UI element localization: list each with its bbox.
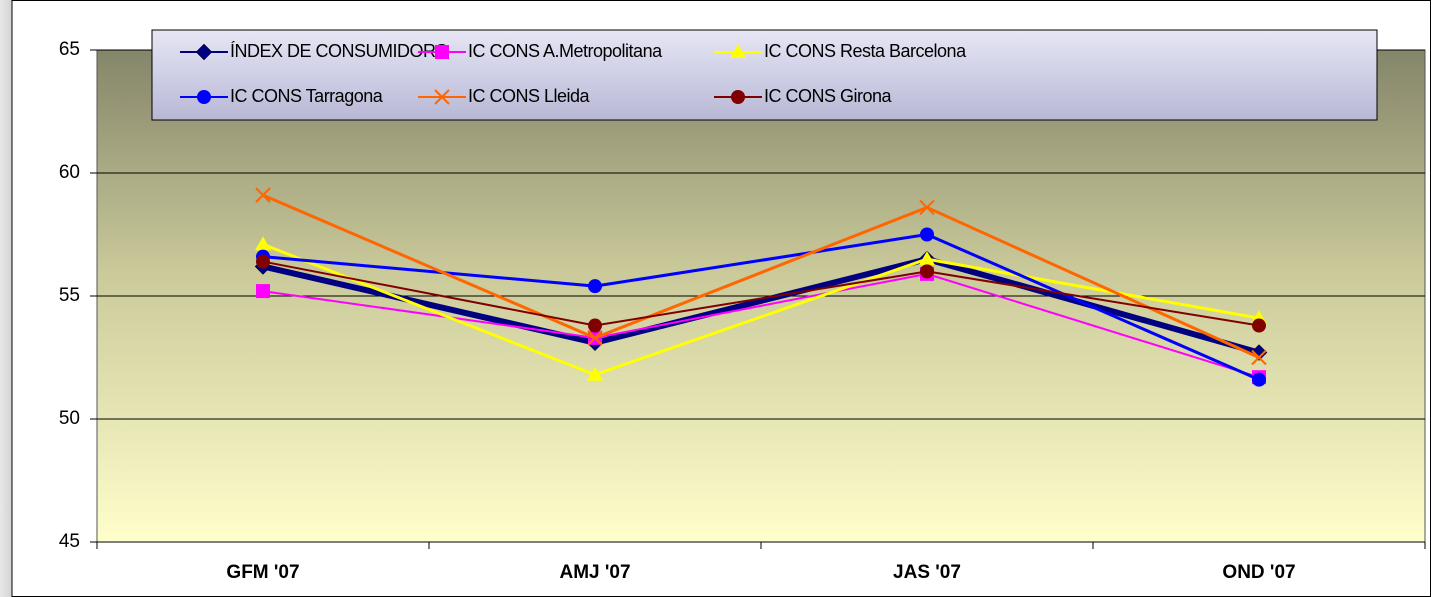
marker [256,284,270,299]
marker [434,89,450,105]
marker [588,279,602,294]
x-tick-label: AMJ '07 [559,562,630,583]
marker [255,236,271,251]
marker [1252,318,1266,333]
legend-label: IC CONS Lleida [468,86,591,106]
marker [1251,349,1267,366]
marker [587,366,603,381]
y-tick-label: 45 [59,531,80,552]
y-tick-label: 55 [59,285,80,306]
legend-label: IC CONS Girona [764,86,893,106]
marker [256,254,270,269]
legend-label: IC CONS A.Metropolitana [468,41,663,61]
y-tick-label: 65 [59,39,80,60]
marker [919,251,935,266]
y-tick-label: 60 [59,162,80,183]
series-line [262,193,1260,359]
x-tick-label: OND '07 [1222,562,1295,583]
side-panel [0,0,14,597]
marker [731,90,745,104]
series-line [262,272,1260,379]
legend-label: IC CONS Resta Barcelona [764,41,967,61]
legend-label: ÍNDEX DE CONSUMIDORS [230,41,448,61]
marker [1252,372,1266,387]
series-line [262,242,1260,377]
marker [588,318,602,333]
marker [197,90,211,104]
legend [151,29,1378,121]
marker [730,44,746,58]
marker [435,45,449,59]
x-tick-label: GFM '07 [226,562,299,583]
legend-label: IC CONS Tarragona [230,86,384,106]
marker [587,330,603,346]
marker [920,264,934,279]
x-tick-label: JAS '07 [893,562,961,583]
marker [919,199,935,216]
marker [255,187,271,203]
series-line [262,260,1260,327]
y-tick-label: 50 [59,408,80,429]
marker [195,43,213,61]
marker [920,227,934,242]
series-line [262,233,1260,382]
